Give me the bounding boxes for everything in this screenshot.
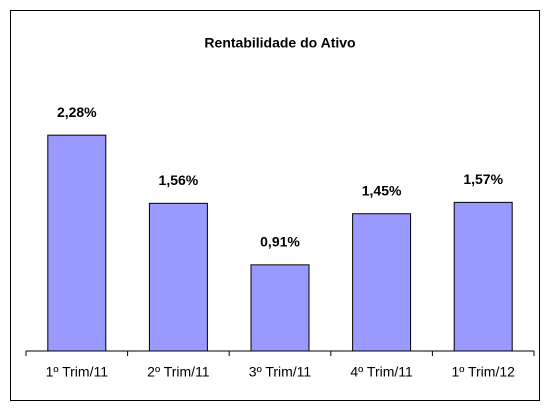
data-label: 0,91%: [260, 234, 300, 250]
x-tick-label: 2º Trim/11: [147, 364, 210, 380]
x-tick-label: 3º Trim/11: [249, 364, 312, 380]
data-label: 2,28%: [57, 104, 97, 120]
x-tick-label: 1º Trim/12: [451, 364, 515, 380]
data-label: 1,45%: [362, 182, 402, 198]
bar: [47, 134, 107, 352]
bar: [453, 201, 513, 352]
chart-title: Rentabilidade do Ativo: [204, 35, 355, 51]
bar: [352, 213, 412, 352]
data-label: 1,57%: [463, 171, 503, 187]
data-label: 1,56%: [159, 172, 199, 188]
bar: [148, 202, 208, 352]
bar: [250, 264, 310, 352]
x-tick-label: 4º Trim/11: [350, 364, 413, 380]
x-tick-label: 1º Trim/11: [46, 364, 109, 380]
